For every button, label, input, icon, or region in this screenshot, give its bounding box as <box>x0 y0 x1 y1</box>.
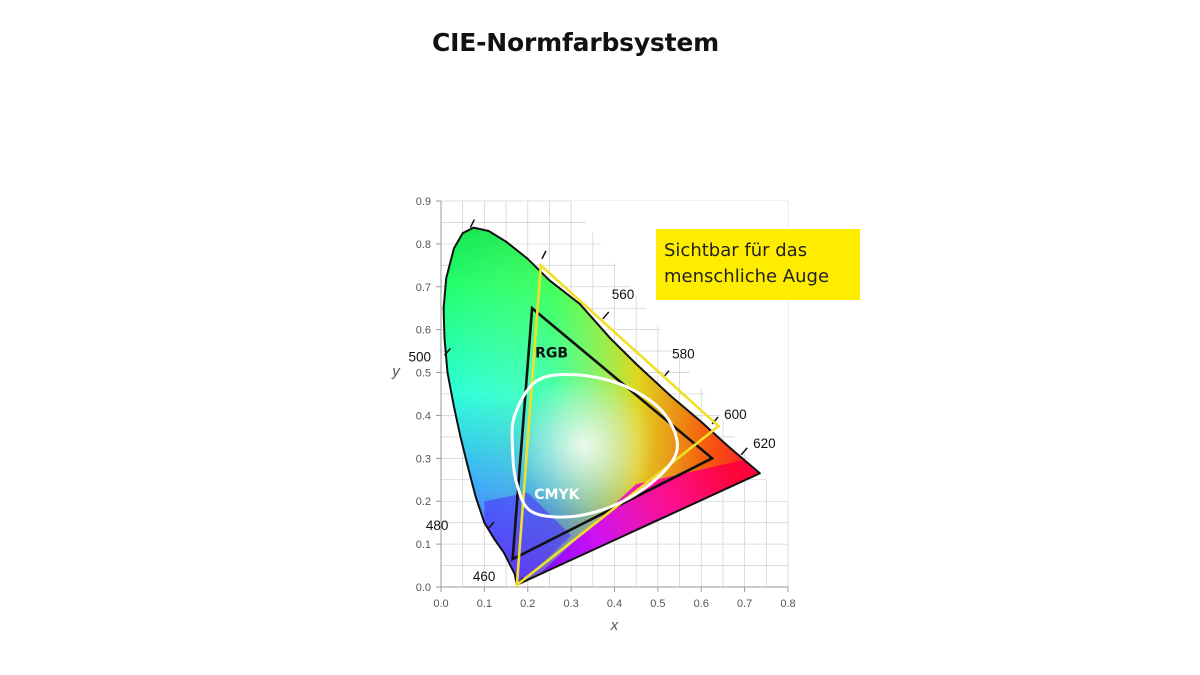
x-tick-label: 0.2 <box>520 598 535 610</box>
x-tick-label: 0.8 <box>780 598 795 610</box>
y-tick-label: 0.5 <box>416 368 431 380</box>
y-tick-label: 0.7 <box>416 282 431 294</box>
y-tick-label: 0.1 <box>416 539 431 551</box>
visible-range-callout: Sichtbar für das menschliche Auge <box>656 229 860 300</box>
y-tick-label: 0.9 <box>416 196 431 208</box>
wavelength-label: 580 <box>672 347 695 362</box>
x-tick-label: 0.4 <box>607 598 622 610</box>
wavelength-label: 460 <box>473 569 496 584</box>
wavelength-label: 600 <box>724 407 747 422</box>
y-axis-title: y <box>391 363 401 380</box>
x-tick-label: 0.3 <box>563 598 578 610</box>
wavelength-tick <box>541 250 547 260</box>
x-tick-label: 0.0 <box>433 598 448 610</box>
wavelength-label: 620 <box>753 436 776 451</box>
x-tick-label: 0.6 <box>694 598 709 610</box>
labels: 0.0 0.1 0.2 0.3 0.4 0.5 0.6 0.7 0.8 0.0 0.1 0.2 0.3 0… <box>391 196 795 634</box>
wavelength-tick <box>487 521 495 530</box>
wavelength-tick <box>443 347 452 356</box>
wavelength-tick <box>740 447 748 456</box>
wavelength-label: 560 <box>612 287 635 302</box>
x-tick-label: 0.7 <box>737 598 752 610</box>
gamut-outline <box>515 262 721 588</box>
wavelength-label: 480 <box>426 518 449 533</box>
y-tick-label: 0.0 <box>416 582 431 594</box>
y-tick-label: 0.8 <box>416 239 431 251</box>
wavelength-label: 500 <box>408 349 431 364</box>
fill-white-point <box>514 375 655 516</box>
gamut-outline-cmyk <box>510 372 679 519</box>
callout-line-1: Sichtbar für das <box>664 240 808 261</box>
y-tick-label: 0.2 <box>416 496 431 508</box>
y-tick-label: 0.6 <box>416 325 431 337</box>
gamut-outlines <box>510 262 721 588</box>
y-tick-label: 0.4 <box>416 410 431 422</box>
x-axis-title: x <box>610 617 619 634</box>
y-tick-label: 0.3 <box>416 453 431 465</box>
callout-line-2: menschliche Auge <box>664 266 830 287</box>
gamut-label-cmyk: CMYK <box>534 487 580 503</box>
wavelength-tick <box>469 219 476 228</box>
x-tick-label: 0.1 <box>477 598 492 610</box>
page-title: CIE-Normfarbsystem <box>432 28 719 57</box>
gamut-label-rgb: RGB <box>535 346 568 362</box>
x-tick-label: 0.5 <box>650 598 665 610</box>
wavelength-tick <box>602 311 610 320</box>
